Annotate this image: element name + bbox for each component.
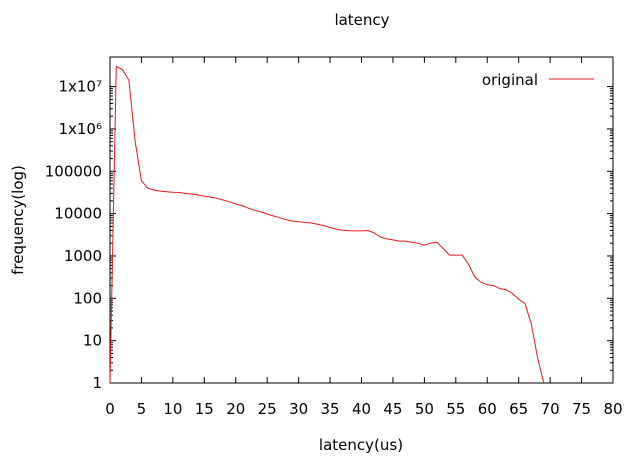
y-tick-label: 100: [73, 289, 102, 307]
x-tick-label: 25: [258, 400, 277, 418]
x-tick-label: 30: [289, 400, 308, 418]
y-tick-label: 1: [92, 374, 102, 392]
y-tick-label: 10000: [54, 205, 102, 223]
x-axis-label: latency(us): [319, 436, 403, 454]
y-tick-label: 1x10⁷: [58, 78, 102, 96]
x-tick-label: 65: [509, 400, 528, 418]
y-axis-label: frequency(log): [9, 165, 27, 275]
x-tick-label: 0: [105, 400, 115, 418]
series-line-original: [109, 65, 545, 384]
x-tick-label: 70: [541, 400, 560, 418]
x-tick-label: 35: [321, 400, 340, 418]
x-tick-label: 5: [137, 400, 147, 418]
y-tick-label: 10: [83, 332, 102, 350]
x-tick-label: 20: [226, 400, 245, 418]
x-tick-label: 80: [603, 400, 622, 418]
chart-title: latency: [334, 11, 389, 29]
x-tick-label: 40: [352, 400, 371, 418]
x-tick-label: 15: [195, 400, 214, 418]
legend: original: [482, 71, 594, 89]
plot-frame: [109, 56, 614, 384]
y-axis-ticks: 1 10 100 1000 10000 100000 1x10⁶ 1x10⁷: [45, 78, 613, 392]
legend-label: original: [482, 71, 538, 89]
y-tick-label: 1x10⁶: [58, 120, 102, 138]
x-tick-label: 75: [572, 400, 591, 418]
y-tick-label: 100000: [45, 162, 102, 180]
x-tick-label: 10: [163, 400, 182, 418]
x-tick-label: 45: [383, 400, 402, 418]
x-tick-label: 55: [446, 400, 465, 418]
x-tick-label: 50: [415, 400, 434, 418]
x-tick-label: 60: [478, 400, 497, 418]
series-layer: [109, 65, 545, 384]
y-tick-label: 1000: [64, 247, 102, 265]
x-axis-ticks: 0 5 10 15 20 25 30 35 40 45 50 55 60 65 70 75 80: [105, 57, 623, 418]
